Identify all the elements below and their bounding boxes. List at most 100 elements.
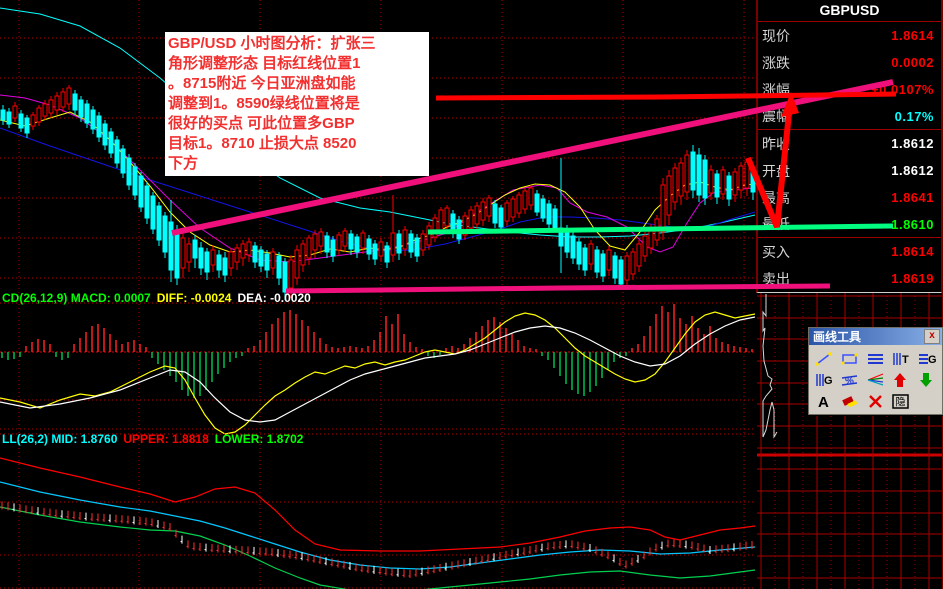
candlestick [456, 219, 462, 240]
delete-icon [868, 394, 882, 408]
quote-row: 昨收 1.8612 [758, 130, 941, 157]
quote-row: 震幅 0.17% [758, 103, 941, 130]
quote-row: 卖出 1.8619 [758, 265, 941, 292]
candlestick [516, 194, 522, 214]
tool-delete-button[interactable] [864, 391, 887, 410]
candlestick [654, 218, 660, 241]
candlestick [324, 235, 330, 253]
quote-value: 1.8612 [891, 163, 934, 178]
candlestick [450, 213, 456, 234]
candlestick [258, 249, 264, 267]
tool-fan-lines-button[interactable] [864, 370, 887, 389]
candlestick [678, 162, 684, 197]
candlestick [330, 239, 336, 257]
candlestick [732, 171, 738, 196]
quote-label: 涨幅 [762, 81, 790, 98]
candlestick [174, 234, 180, 279]
tool-hide-button[interactable]: 隐 [889, 391, 912, 410]
candlestick [672, 167, 678, 203]
quote-value: 1.8619 [891, 271, 934, 286]
candlestick [600, 253, 606, 277]
candlestick [192, 239, 198, 259]
quote-label: 卖出 [762, 270, 790, 287]
indicator-label-part: DIFF: -0.0024 [156, 291, 232, 305]
tool-arrow-down-button[interactable] [915, 370, 938, 389]
tool-rectangle-button[interactable] [838, 349, 861, 368]
analysis-annotation-text: GBP/USD 小时图分析：扩张三 角形调整形态 目标红线位置1 。8715附近… [165, 32, 429, 176]
eraser-icon [841, 395, 858, 408]
quote-panel: GBPUSD 现价 1.8614 涨跌 0.0002 涨幅 +0.0107% 震幅 0.17%… [756, 0, 942, 293]
quote-row: 最低 1.8610 [758, 211, 941, 238]
candlestick [408, 233, 414, 253]
candlestick [270, 251, 276, 269]
candlestick [474, 205, 480, 225]
quote-value: 1.8641 [891, 190, 934, 205]
candlestick [372, 243, 378, 260]
tool-arrow-up-button[interactable] [889, 370, 912, 389]
tool-vertical-percent-button[interactable]: G [812, 370, 835, 389]
tool-percent-lines-button[interactable]: % [838, 370, 861, 389]
close-icon[interactable]: x [924, 329, 940, 344]
candlestick [162, 215, 168, 253]
candlestick [504, 202, 510, 222]
candlestick [12, 105, 18, 119]
arrow-down-icon [920, 372, 933, 387]
candlestick [120, 148, 126, 174]
tool-period-lines-button[interactable]: T [889, 349, 912, 368]
macd-diff-line [0, 311, 756, 435]
candlestick [396, 233, 402, 254]
hide-icon: 隐 [892, 393, 910, 409]
quote-row: 涨幅 +0.0107% [758, 76, 941, 103]
candlestick [150, 195, 156, 230]
indicator-label-part: CD(26,12,9) MACD: 0.0007 [2, 291, 151, 305]
candlestick [72, 93, 78, 111]
candlestick [90, 109, 96, 130]
quote-label: 最低 [762, 216, 790, 232]
candlestick [198, 247, 204, 269]
quote-value: 1.8614 [891, 28, 934, 43]
boll-upper [0, 457, 756, 552]
candlestick [126, 157, 132, 186]
candlestick [534, 193, 540, 213]
candlestick [402, 229, 408, 250]
candlestick [648, 227, 654, 249]
quote-row: 最高 1.8641 [758, 184, 941, 211]
quote-value: 0.0002 [891, 55, 934, 70]
candlestick [480, 201, 486, 221]
tool-golden-section-button[interactable]: G [915, 349, 938, 368]
candlestick [432, 217, 438, 238]
candlestick [618, 259, 624, 285]
tool-eraser-button[interactable] [838, 391, 861, 410]
svg-text:G: G [824, 375, 833, 387]
candlestick [228, 251, 234, 269]
indicator-label-part: LOWER: 1.8702 [214, 432, 304, 446]
palette-title-label: 画线工具 [813, 330, 862, 344]
text-icon: A [818, 394, 829, 410]
candlestick [234, 247, 240, 263]
palette-title-bar[interactable]: 画线工具 x [809, 328, 942, 345]
quote-value: +0.0107% [871, 82, 934, 97]
candlestick [60, 91, 66, 108]
tool-trend-line-button[interactable] [812, 349, 835, 368]
candlestick [636, 243, 642, 267]
macd-dea-line [0, 316, 756, 423]
candlestick [318, 231, 324, 247]
candlestick [54, 95, 60, 111]
candlestick [48, 99, 54, 114]
quote-value: 1.8614 [891, 244, 934, 259]
symbol-title: GBPUSD [758, 0, 941, 22]
boll-indicator-label: LL(26,2) MID: 1.8760 UPPER: 1.8818 LOWER: … [2, 432, 309, 446]
candlestick [30, 114, 36, 127]
tool-horizontal-lines-button[interactable] [864, 349, 887, 368]
candlestick [492, 203, 498, 224]
indicator-label-part: UPPER: 1.8818 [123, 432, 209, 446]
rectangle-icon [841, 352, 858, 365]
candlestick [84, 103, 90, 124]
drawing-tools-palette: 画线工具 x T G G% A 隐 [808, 327, 943, 415]
quote-row: 涨跌 0.0002 [758, 49, 941, 76]
tool-text-button[interactable]: A [812, 391, 835, 410]
quote-value: 1.8610 [891, 216, 934, 232]
percent-lines-icon: % [841, 374, 857, 387]
indicator-label-part: DEA: -0.0020 [237, 291, 311, 305]
candlestick [78, 99, 84, 118]
